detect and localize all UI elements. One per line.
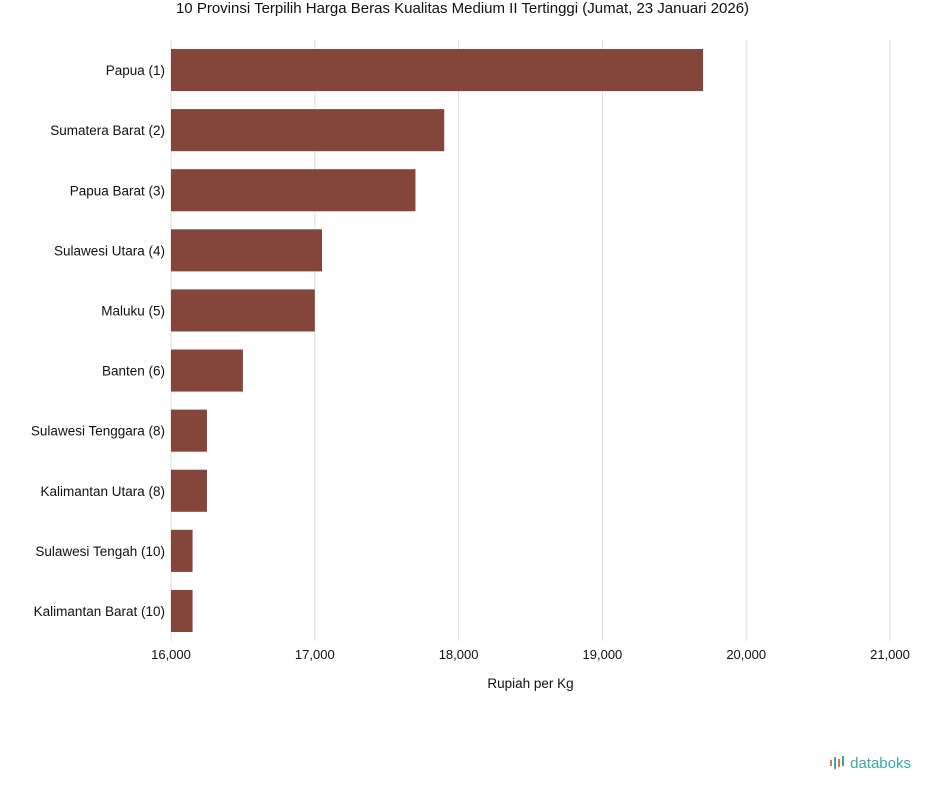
x-tick-label: 16,000	[151, 647, 191, 662]
chart-title: 10 Provinsi Terpilih Harga Beras Kualita…	[175, 0, 750, 17]
x-tick-label: 17,000	[295, 647, 335, 662]
bar	[171, 289, 315, 332]
category-label: Sulawesi Tengah (10)	[35, 544, 165, 559]
x-tick-label: 20,000	[726, 647, 766, 662]
bar	[171, 409, 207, 452]
category-label: Banten (6)	[102, 364, 165, 379]
category-label: Sumatera Barat (2)	[50, 123, 165, 138]
x-tick-label: 18,000	[439, 647, 479, 662]
x-tick-label: 21,000	[870, 647, 910, 662]
x-axis-title: Rupiah per Kg	[487, 676, 573, 691]
category-labels: Papua (1) Sumatera Barat (2) Papua Barat (…	[31, 63, 165, 619]
category-label: Papua (1)	[106, 63, 165, 78]
bar	[171, 169, 416, 212]
bar	[171, 349, 243, 392]
brand-name: databoks	[850, 754, 911, 772]
category-label: Sulawesi Tenggara (8)	[31, 424, 165, 439]
bar	[171, 49, 704, 92]
x-tick-label: 19,000	[583, 647, 623, 662]
bar	[171, 529, 193, 572]
bar	[171, 109, 445, 152]
bar	[171, 469, 207, 512]
category-label: Papua Barat (3)	[70, 183, 165, 198]
brand-logo: databoks	[829, 754, 911, 772]
category-label: Kalimantan Barat (10)	[34, 604, 165, 619]
category-label: Maluku (5)	[101, 303, 165, 318]
category-label: Sulawesi Utara (4)	[54, 243, 165, 258]
category-label: Kalimantan Utara (8)	[40, 484, 165, 499]
bar	[171, 589, 193, 632]
databoks-icon	[830, 756, 845, 769]
bar	[171, 229, 322, 272]
x-tick-labels: 16,000 17,000 18,000 19,000 20,000 21,000	[151, 647, 910, 662]
bars	[171, 49, 704, 632]
